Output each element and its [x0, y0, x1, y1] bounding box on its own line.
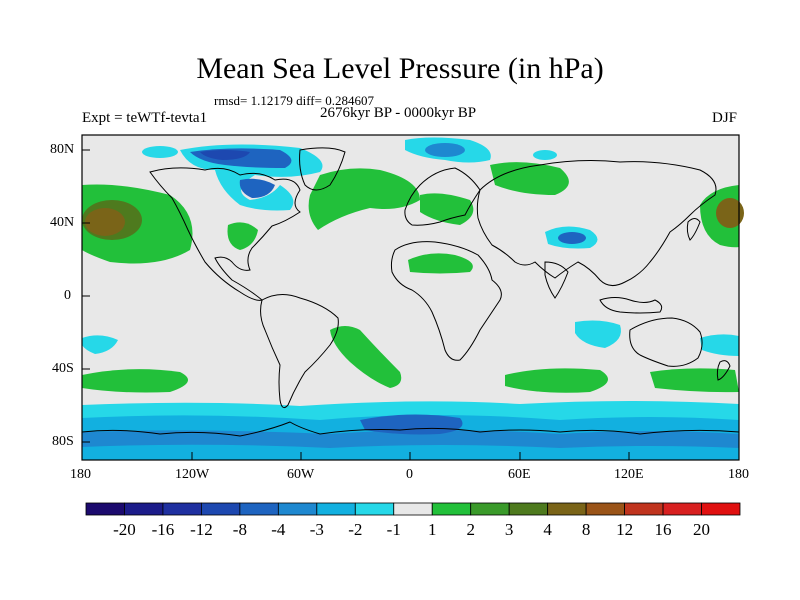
- colorbar-swatch-0: [85, 502, 125, 516]
- coastline-africa: [390, 241, 502, 361]
- lat-label-80n: 80N: [50, 142, 75, 157]
- coastline-japan: [686, 218, 701, 241]
- lon-label-180-west: 180: [70, 467, 91, 482]
- colorbar-swatch-15: [662, 502, 702, 516]
- colorbar-swatch-16: [701, 502, 741, 516]
- anomaly-neg-arctic-max: [200, 150, 250, 160]
- period-label: 2676kyr BP - 0000kyr BP: [320, 105, 477, 121]
- anomaly-neg-tibet-core: [558, 232, 586, 244]
- coastline-europe: [404, 167, 481, 226]
- axis-ticks: [82, 149, 630, 460]
- colorbar-label-13: 12: [616, 520, 634, 539]
- anomaly-pos-saustralia: [650, 368, 739, 393]
- stats-label: rmsd= 1.12179 diff= 0.284607: [214, 93, 374, 108]
- coastline-new-zealand: [716, 360, 731, 381]
- anomaly-neg-nsiberia-core: [425, 143, 465, 157]
- anomaly-pos-sindian: [505, 368, 608, 393]
- anomaly-pos-npacific-east-core: [716, 198, 744, 228]
- colorbar-swatch-2: [162, 502, 202, 516]
- colorbar-label-4: -4: [271, 520, 286, 539]
- colorbar-label-3: -8: [232, 520, 247, 539]
- anomaly-neg-canada-core: [239, 178, 275, 198]
- anomaly-fields: [82, 137, 744, 460]
- anomaly-pos-natlantic: [308, 168, 420, 230]
- colorbar-label-5: -3: [309, 520, 324, 539]
- colorbar-label-9: 2: [466, 520, 475, 539]
- anomaly-neg-asia-fleck: [533, 150, 557, 160]
- lon-label-180-east: 180: [728, 467, 749, 482]
- colorbar-label-6: -2: [348, 520, 363, 539]
- lon-label-120e: 120E: [614, 467, 644, 482]
- coastlines: [81, 147, 740, 437]
- lon-label-60w: 60W: [287, 467, 315, 482]
- lon-label-60e: 60E: [508, 467, 531, 482]
- colorbar-swatch-14: [624, 502, 664, 516]
- colorbar-label-1: -16: [151, 520, 175, 539]
- anomaly-pos-europe: [420, 193, 474, 225]
- coastline-north-america: [149, 167, 301, 301]
- season-label: DJF: [712, 110, 738, 126]
- anomaly-neg-arctic-fleck: [142, 146, 178, 158]
- colorbar-label-14: 16: [654, 520, 672, 539]
- colorbar-label-15: 20: [693, 520, 711, 539]
- colorbar: [85, 502, 741, 516]
- anomaly-neg-indian: [575, 320, 621, 348]
- lat-label-80s: 80S: [52, 434, 74, 449]
- lon-label-120w: 120W: [175, 467, 210, 482]
- colorbar-swatch-9: [431, 502, 472, 516]
- colorbar-swatch-7: [354, 502, 395, 516]
- colorbar-swatch-11: [508, 502, 549, 516]
- lat-label-40s: 40S: [52, 361, 74, 376]
- lat-label-40n: 40N: [50, 215, 75, 230]
- colorbar-swatch-6: [316, 502, 356, 516]
- colorbar-swatch-1: [124, 502, 164, 516]
- anomaly-pos-npacific-west-max: [85, 208, 125, 236]
- coastline-australia: [629, 317, 703, 367]
- colorbar-label-7: -1: [386, 520, 401, 539]
- colorbar-swatch-8: [393, 502, 433, 516]
- colorbar-label-12: 8: [581, 520, 591, 539]
- colorbar-swatch-10: [470, 502, 510, 516]
- anomaly-pos-spacific: [82, 369, 188, 393]
- colorbar-label-0: -20: [113, 520, 136, 539]
- coastline-asia: [476, 160, 717, 286]
- map-title: Mean Sea Level Pressure (in hPa): [196, 52, 604, 85]
- anomaly-pos-asia: [490, 162, 569, 195]
- colorbar-label-10: 3: [504, 520, 514, 539]
- colorbar-swatch-4: [239, 502, 279, 516]
- colorbar-swatch-13: [585, 502, 625, 516]
- experiment-label: Expt = teWTf-tevta1: [82, 110, 208, 126]
- coastline-india: [544, 261, 569, 299]
- anomaly-pos-satlantic: [330, 326, 402, 388]
- colorbar-swatch-12: [547, 502, 587, 516]
- colorbar-label-11: 4: [543, 520, 552, 539]
- lat-label-0: 0: [64, 288, 71, 303]
- anomaly-pos-gulf: [227, 222, 258, 250]
- colorbar-label-2: -12: [190, 520, 213, 539]
- anomaly-pos-nafrica: [408, 253, 473, 274]
- anomaly-neg-spacific-west: [82, 335, 118, 354]
- lon-label-0: 0: [406, 467, 413, 482]
- coastline-indonesia: [599, 297, 663, 314]
- coastline-greenland: [299, 147, 346, 191]
- colorbar-swatch-3: [201, 502, 241, 516]
- colorbar-label-8: 1: [427, 520, 437, 539]
- anomaly-neg-seaustralia: [700, 334, 739, 356]
- coastline-south-america: [260, 294, 339, 409]
- anomaly-neg-antarctica-core: [360, 414, 463, 435]
- colorbar-swatch-5: [277, 502, 318, 516]
- coastline-antarctica: [81, 421, 740, 437]
